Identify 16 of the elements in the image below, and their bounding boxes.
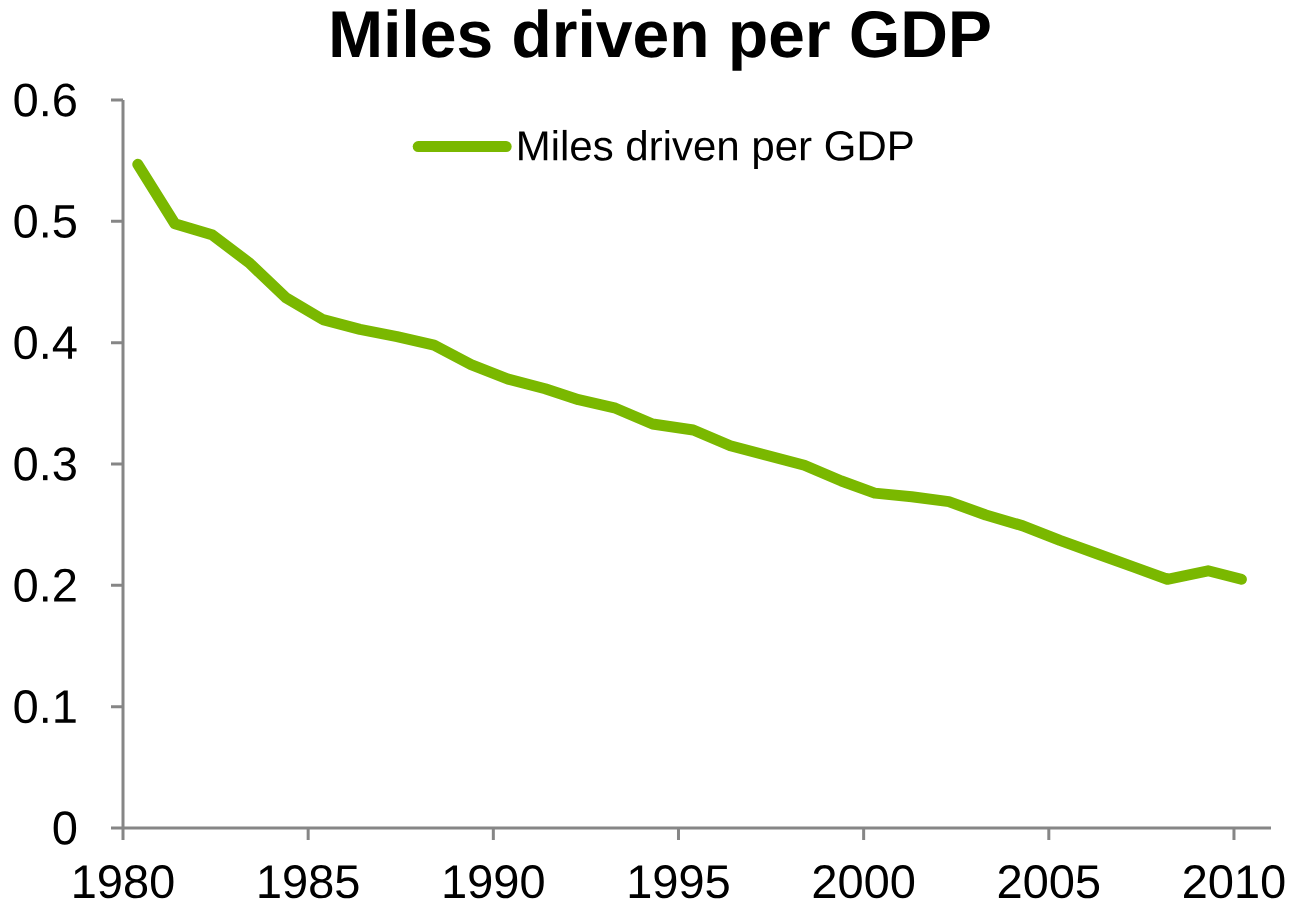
y-tick-label: 0.1 [14, 690, 76, 724]
x-tick-label: 2005 [998, 865, 1100, 899]
legend-label: Miles driven per GDP [519, 129, 913, 170]
x-tick-label: 1980 [74, 865, 174, 899]
x-tick-label: 2010 [1184, 865, 1285, 899]
y-tick-label: 0.2 [14, 568, 76, 602]
y-tick-label: 0.4 [14, 326, 77, 360]
x-tick-label: 1990 [444, 865, 544, 899]
y-tick-label: 0.3 [14, 447, 76, 481]
x-tick-label: 2000 [813, 865, 915, 899]
x-tick-label: 1995 [629, 865, 729, 899]
x-tick-label: 1985 [259, 865, 359, 899]
y-tick-label: 0 [53, 811, 77, 845]
y-tick-label: 0.6 [14, 83, 76, 117]
y-tick-label: 0.5 [14, 204, 76, 238]
chart-title: Miles driven per GDP [332, 9, 990, 71]
